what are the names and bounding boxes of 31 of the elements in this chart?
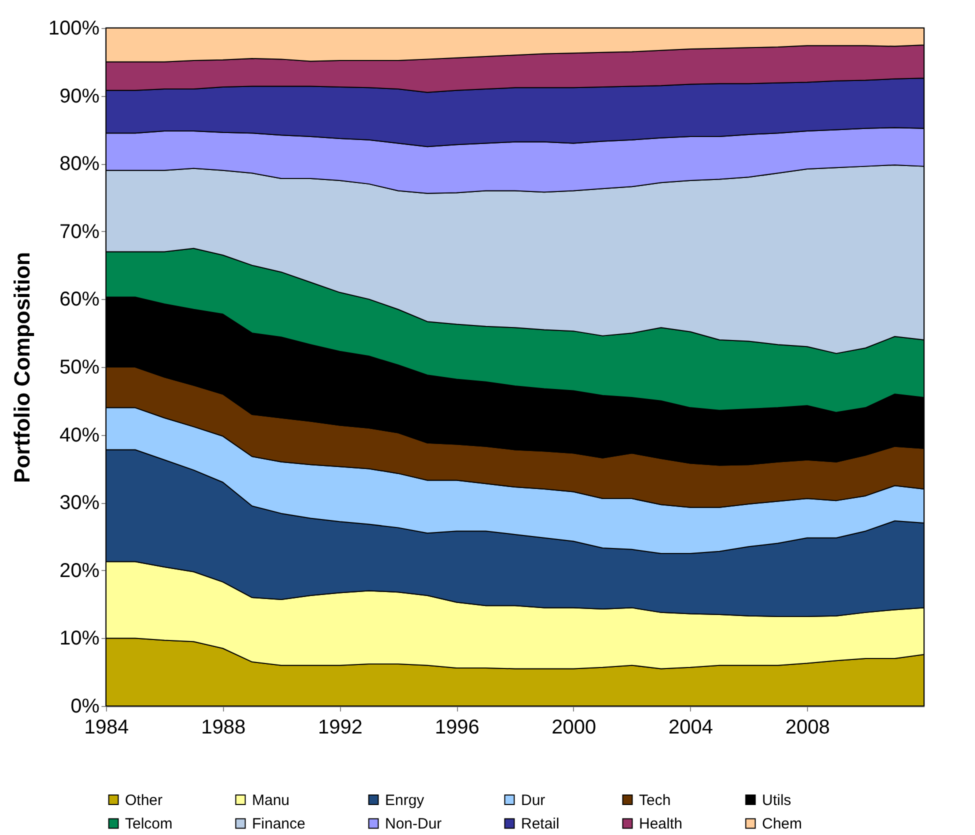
y-tick-label: 100%	[48, 18, 100, 40]
y-axis-title: Portfolio Composition	[9, 252, 34, 483]
y-tick-label: 60%	[59, 288, 100, 311]
x-tick-label: 1992	[318, 716, 362, 738]
y-tick-label: 70%	[59, 220, 100, 243]
y-tick-label: 80%	[59, 153, 100, 176]
x-tick-label: 2000	[552, 716, 596, 738]
x-tick-label: 2004	[668, 716, 714, 738]
legend-label: Telcom	[125, 816, 173, 832]
y-tick-label: 50%	[59, 356, 100, 378]
legend-label: Chem	[762, 816, 802, 832]
legend-label: Manu	[252, 792, 290, 809]
legend-label: Dur	[521, 792, 546, 809]
legend-label: Enrgy	[385, 792, 425, 809]
x-tick-label: 1984	[84, 716, 129, 738]
legend-label: Retail	[521, 816, 560, 832]
x-tick-label: 1996	[434, 716, 480, 738]
y-tick-label: 20%	[59, 560, 100, 582]
y-tick-label: 0%	[70, 696, 100, 718]
x-tick-label: 1988	[201, 716, 246, 738]
legend-label: Health	[639, 816, 682, 832]
legend-label: Other	[125, 792, 163, 809]
y-tick-label: 40%	[59, 424, 100, 446]
y-tick-label: 10%	[59, 628, 100, 650]
legend-label: Finance	[252, 816, 306, 832]
legend-label: Non-Dur	[385, 816, 442, 832]
x-tick-label: 2008	[785, 716, 830, 738]
y-tick-label: 30%	[59, 492, 100, 514]
legend-label: Tech	[639, 792, 671, 809]
legend-label: Utils	[762, 792, 792, 809]
y-tick-label: 90%	[59, 85, 100, 108]
